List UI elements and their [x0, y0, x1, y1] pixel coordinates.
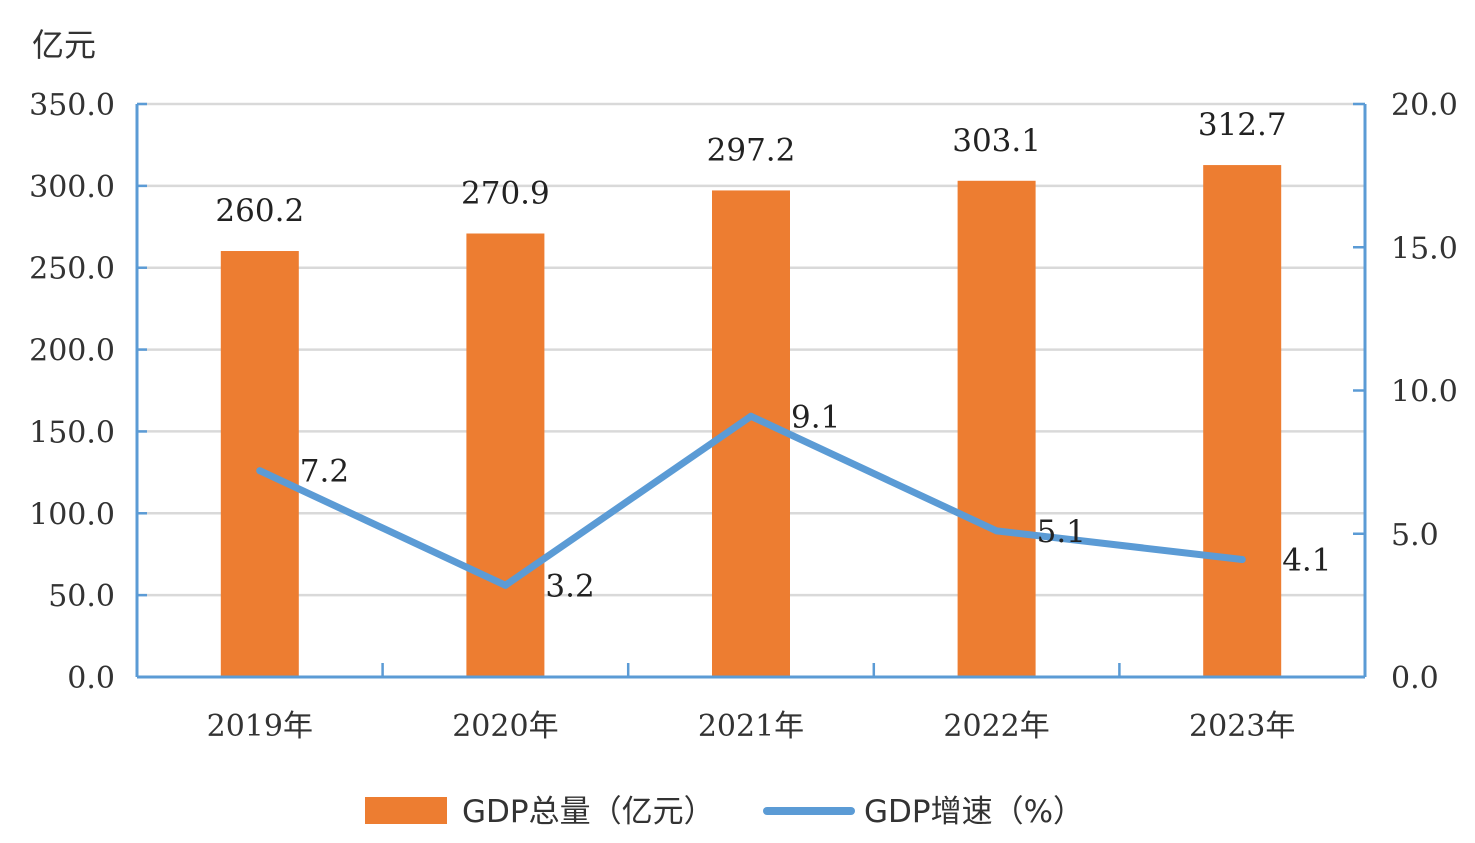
bar: [1203, 165, 1282, 677]
line-point: [501, 581, 509, 589]
y-left-tick-label: 150.0: [29, 415, 115, 450]
data-labels: 260.2 270.9 297.2 303.1 312.7 7.2 3.2 9.1 5.1 4.1: [215, 107, 1331, 604]
x-tick-label: 2020年: [452, 709, 558, 744]
bar: [220, 251, 299, 677]
y-left-tick-label: 250.0: [29, 252, 115, 287]
y-left-tick-label: 350.0: [29, 88, 115, 123]
x-tick-label: 2019年: [207, 709, 313, 744]
y-right-tick-label: 5.0: [1391, 518, 1439, 553]
line-value-label: 5.1: [1037, 514, 1086, 550]
line-value-label: 9.1: [791, 399, 840, 435]
legend-bar-swatch: [365, 797, 447, 824]
y-right-tick-label: 15.0: [1391, 231, 1458, 266]
legend-line-label: GDP增速（%）: [864, 794, 1084, 830]
line-value-label: 7.2: [300, 454, 349, 490]
bar-value-label: 303.1: [952, 123, 1041, 159]
y-left-tick-label: 50.0: [48, 579, 115, 614]
bar: [466, 233, 545, 678]
bar-value-label: 297.2: [707, 132, 796, 168]
axes: 0.0 50.0 100.0 150.0 200.0 250.0 300.0 350.0 0.0…: [29, 88, 1458, 744]
legend: GDP总量（亿元） GDP增速（%）: [365, 794, 1084, 830]
y-left-tick-label: 100.0: [29, 497, 115, 532]
line-point: [256, 467, 264, 475]
bar-value-label: 260.2: [215, 193, 304, 229]
x-tick-label: 2022年: [943, 709, 1049, 744]
line-value-label: 3.2: [545, 568, 594, 604]
bar-value-label: 270.9: [461, 175, 550, 211]
line-point: [1238, 556, 1246, 564]
line-series: [256, 412, 1246, 589]
y-right-tick-label: 10.0: [1391, 375, 1458, 410]
left-axis-unit-label: 亿元: [32, 26, 96, 64]
bar-series: [220, 165, 1282, 678]
y-right-tick-label: 20.0: [1391, 88, 1458, 123]
x-tick-label: 2021年: [698, 709, 804, 744]
bar: [957, 180, 1036, 678]
y-left-tick-label: 200.0: [29, 334, 115, 369]
line-point: [993, 527, 1001, 535]
y-left-tick-label: 300.0: [29, 170, 115, 205]
line-point: [747, 412, 755, 420]
y-right-tick-label: 0.0: [1391, 661, 1439, 696]
legend-bar-label: GDP总量（亿元）: [462, 794, 715, 830]
bar-value-label: 312.7: [1198, 107, 1287, 143]
line-value-label: 4.1: [1282, 543, 1331, 579]
y-left-tick-label: 0.0: [67, 661, 115, 696]
x-tick-label: 2023年: [1189, 709, 1295, 744]
